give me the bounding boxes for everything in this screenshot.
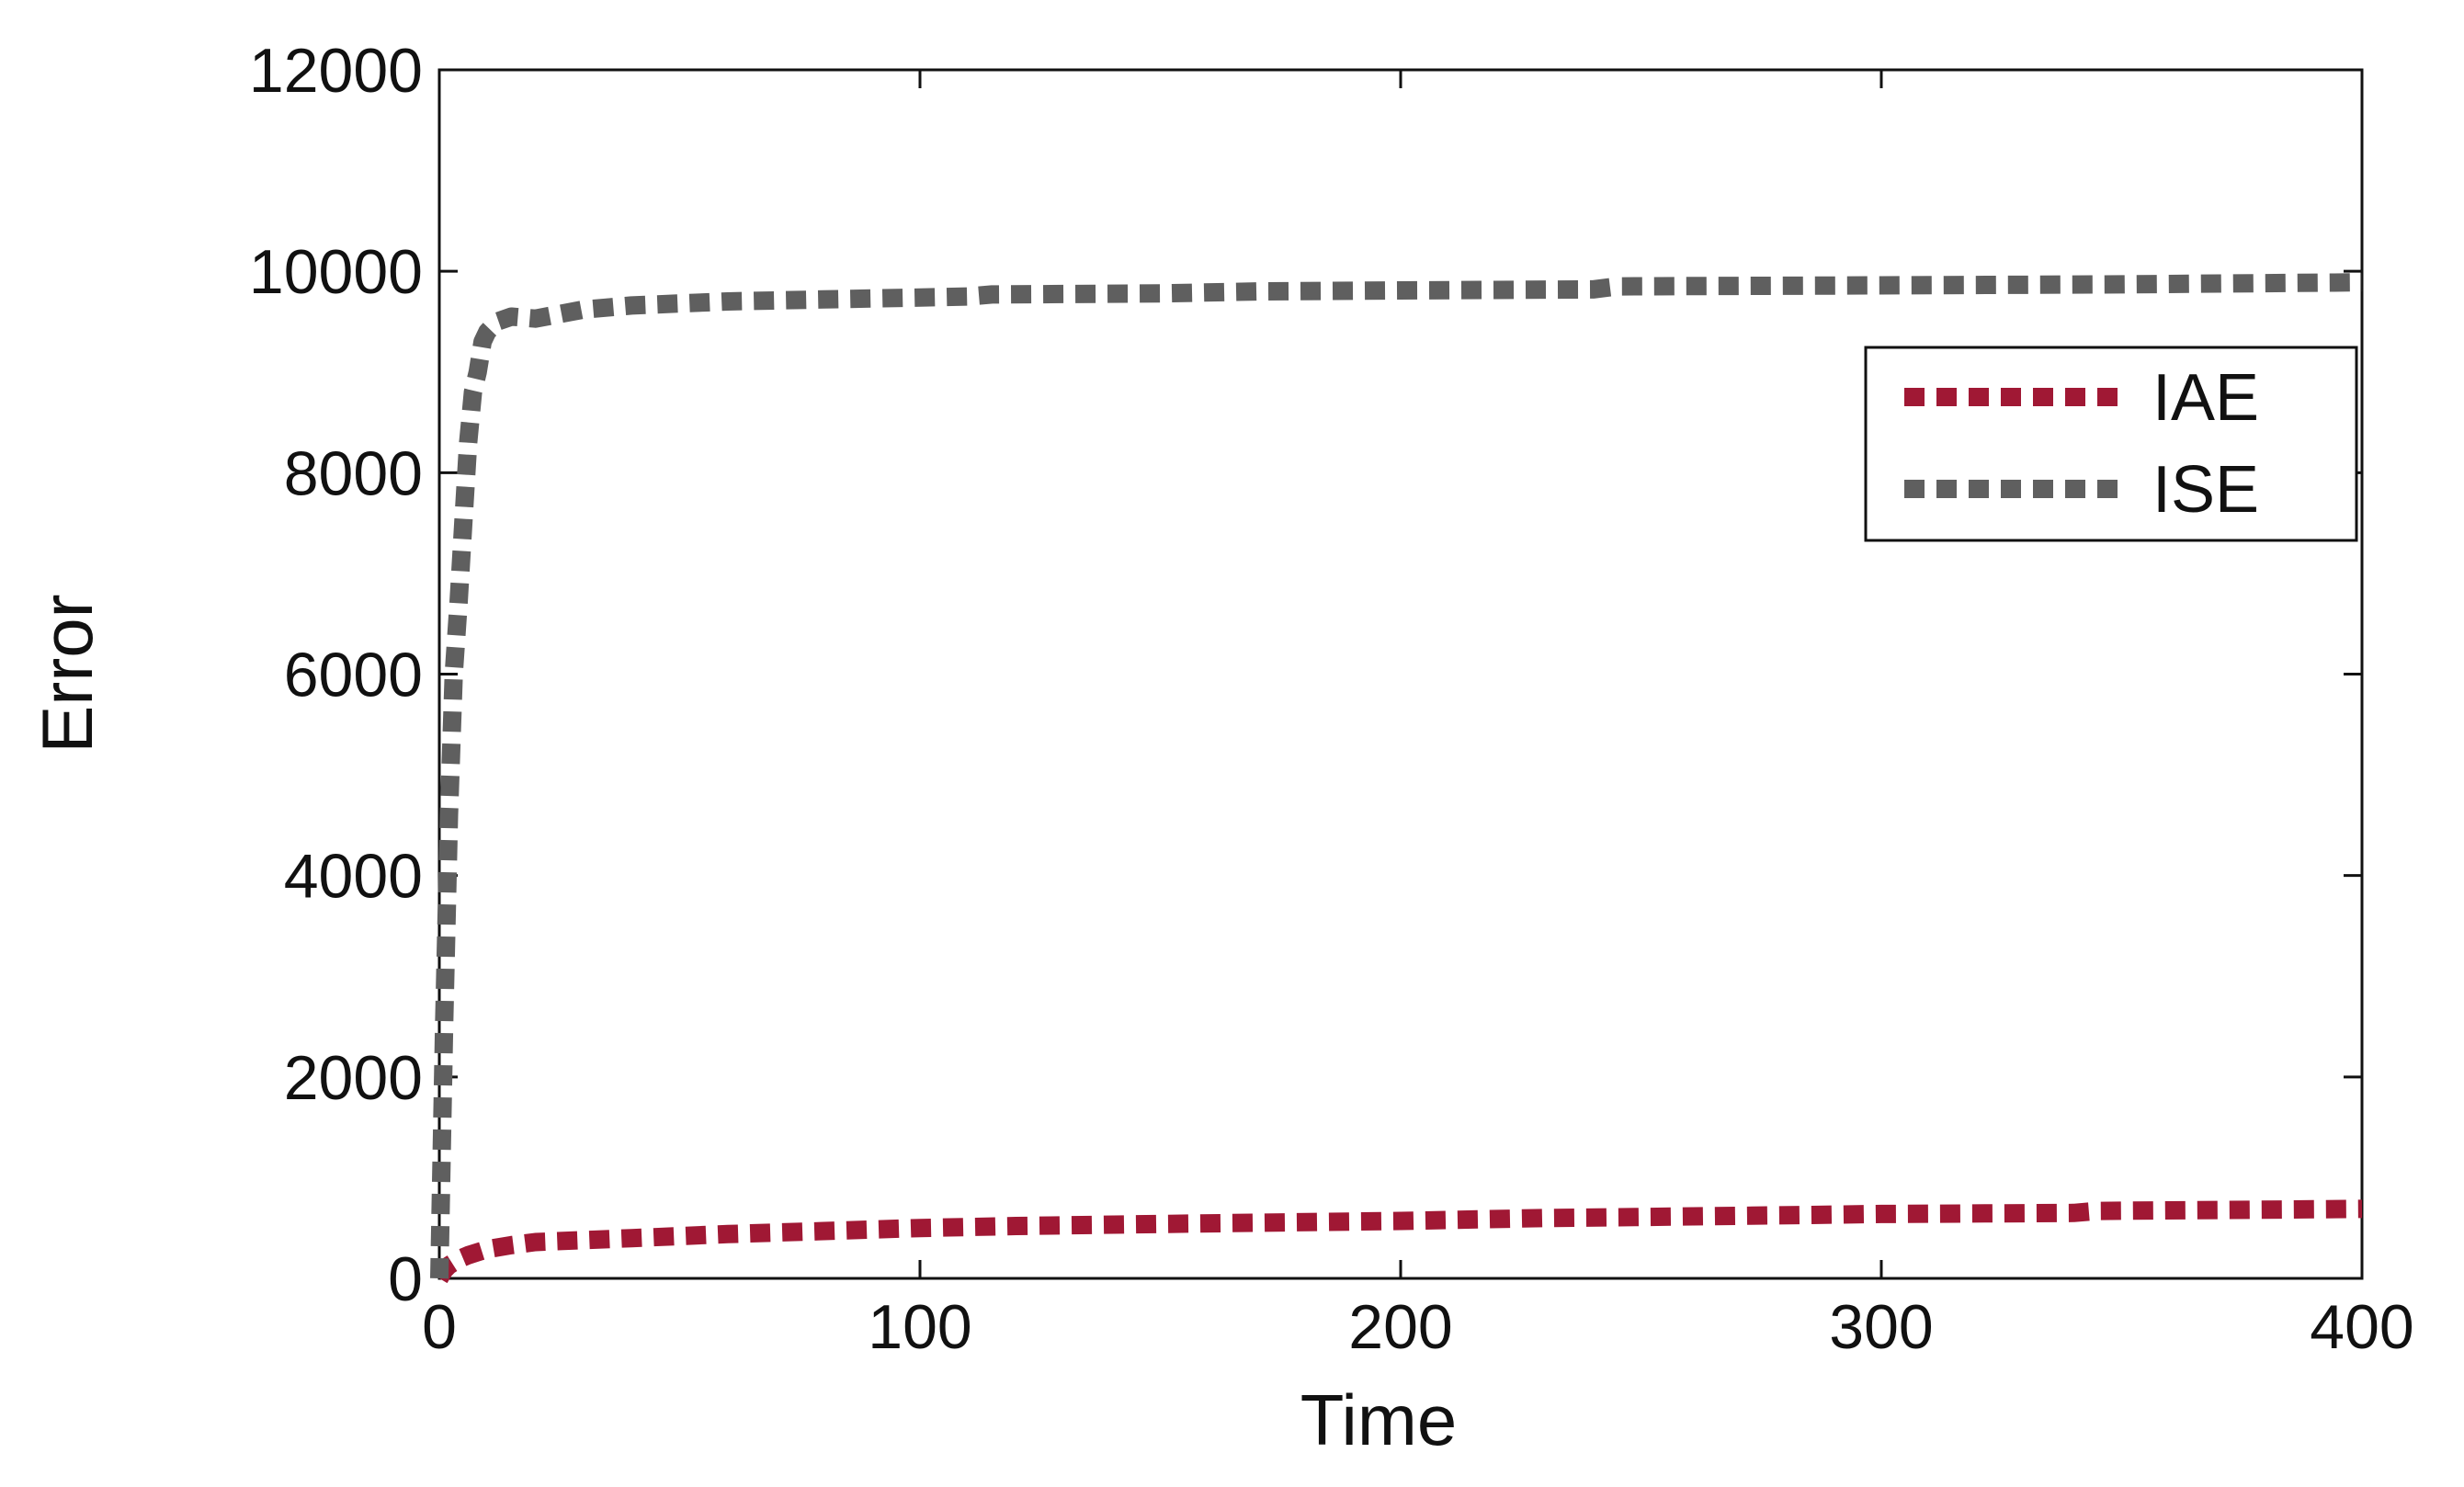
legend: IAE ISE <box>1864 346 2358 542</box>
legend-label-ise: ISE <box>2152 453 2259 527</box>
series-layer <box>430 273 2363 1284</box>
y-tick-label: 2000 <box>284 1043 423 1113</box>
x-axis: 0 100 200 300 400 <box>422 70 2414 1362</box>
y-tick-label: 8000 <box>284 438 423 508</box>
legend-label-iae: IAE <box>2152 361 2259 435</box>
x-tick-label: 200 <box>1348 1292 1452 1362</box>
y-axis-title: Error <box>27 594 108 753</box>
plot-area <box>437 68 2364 1280</box>
x-tick-label: 300 <box>1829 1292 1933 1362</box>
y-tick-label: 6000 <box>284 641 423 710</box>
x-tick-label: 0 <box>422 1292 457 1362</box>
legend-box <box>1864 346 2358 542</box>
y-tick-label: 12000 <box>249 36 423 106</box>
y-axis: 0 2000 4000 6000 8000 10000 12000 <box>249 36 2362 1314</box>
y-tick-label: 10000 <box>249 237 423 307</box>
y-tick-label: 0 <box>388 1244 423 1314</box>
series-line-iae <box>431 1199 2363 1284</box>
y-tick-label: 4000 <box>284 842 423 912</box>
x-tick-label: 400 <box>2310 1292 2413 1362</box>
x-axis-title: Time <box>1300 1379 1457 1460</box>
series-line-ise <box>430 273 2363 1279</box>
x-tick-label: 100 <box>868 1292 971 1362</box>
